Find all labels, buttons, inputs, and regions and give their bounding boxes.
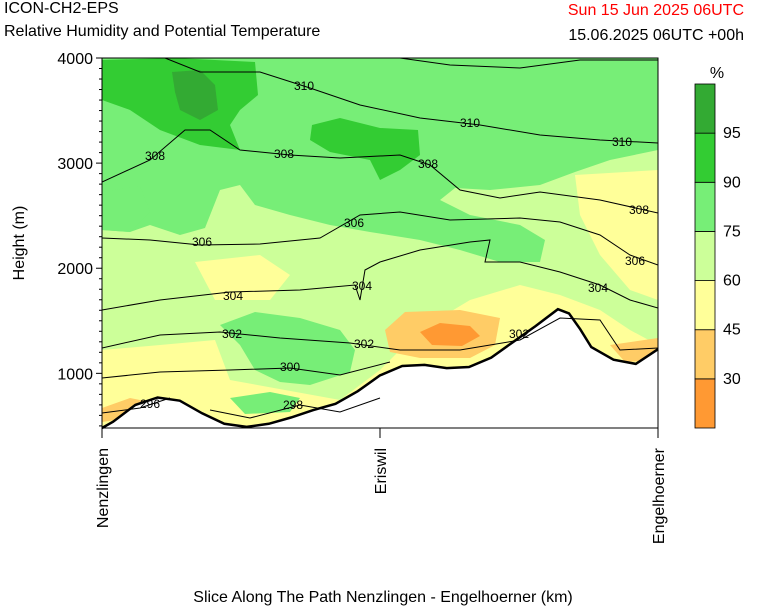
isentrope-label: 304: [588, 281, 608, 295]
isentrope-line: [102, 317, 658, 351]
isentrope-label: 308: [629, 203, 649, 217]
colorbar-label: 60: [723, 273, 741, 290]
colorbar-label: 90: [723, 174, 741, 191]
run-date: Sun 15 Jun 2025 06UTC: [567, 2, 744, 19]
colorbar-swatch: [694, 181, 716, 232]
colorbar-swatch: [694, 378, 716, 429]
y-axis: 1000 2000 3000 4000: [57, 51, 102, 427]
isentrope-label: 302: [509, 327, 529, 341]
humidity-band-75-90: [102, 186, 150, 232]
isentrope-label: 310: [612, 135, 632, 149]
colorbar-label: 45: [723, 322, 741, 339]
isentrope-label: 296: [140, 397, 160, 411]
colorbar-swatch: [694, 329, 716, 380]
colorbar: 30 45 60 75 90 95: [694, 83, 741, 429]
isentrope-label: 310: [294, 79, 314, 93]
terrain-outline: [101, 307, 659, 430]
y-tick-label: 3000: [57, 156, 93, 173]
isentrope-label: 304: [223, 289, 243, 303]
y-tick-label: 2000: [57, 261, 93, 278]
isentrope-line: [164, 58, 658, 144]
isentrope-label: 302: [354, 337, 374, 351]
humidity-band-below-30: [420, 323, 480, 346]
humidity-band-45-60: [195, 255, 290, 300]
isentrope-label: 300: [280, 360, 300, 374]
isentrope-label: 310: [460, 116, 480, 130]
colorbar-swatch: [694, 83, 716, 134]
isentrope-label: 308: [274, 147, 294, 161]
isentrope-label: 306: [625, 254, 645, 268]
humidity-band-45-60: [575, 170, 658, 300]
colorbar-label: 95: [723, 125, 741, 142]
station-label: Eriswil: [373, 448, 390, 494]
humidity-band-75-90: [230, 392, 300, 414]
colorbar-swatch: [694, 231, 716, 281]
model-name: ICON-CH2-EPS: [4, 0, 119, 17]
isentrope-label: 308: [418, 157, 438, 171]
colorbar-label: 75: [723, 223, 741, 240]
colorbar-unit: %: [710, 65, 724, 82]
isentrope-label: 302: [222, 327, 242, 341]
humidity-band-75-90: [220, 312, 355, 385]
colorbar-swatch: [694, 280, 716, 331]
x-axis-label: Slice Along The Path Nenzlingen - Engelh…: [193, 589, 573, 606]
chart-subtitle: Relative Humidity and Potential Temperat…: [4, 23, 321, 40]
isentrope-line: [102, 397, 171, 414]
humidity-band-above-95: [172, 70, 218, 120]
isentrope-label: 298: [283, 398, 303, 412]
colorbar-swatch: [694, 132, 716, 183]
x-axis: Nenzlingen Eriswil Engelhoerner: [95, 428, 668, 544]
isentrope-line: [102, 239, 658, 311]
isentropes: [102, 58, 658, 419]
isentrope-line: [399, 58, 658, 69]
isentrope-line: [102, 361, 391, 379]
y-tick-label: 4000: [57, 51, 93, 68]
station-label: Engelhoerner: [651, 447, 668, 544]
station-label: Nenzlingen: [95, 448, 112, 528]
isentrope-line: [102, 211, 658, 266]
isentrope-label: 304: [352, 279, 372, 293]
y-tick-label: 1000: [57, 366, 93, 383]
isentrope-label: 306: [192, 235, 212, 249]
isentrope-label: 306: [344, 216, 364, 230]
y-axis-label: Height (m): [11, 206, 28, 281]
isentrope-line: [209, 397, 381, 419]
isentrope-labels: 296 298 300 302 302 302 304 304 304 306 …: [140, 79, 649, 412]
colorbar-label: 30: [723, 371, 741, 388]
humidity-band-90-95: [310, 118, 420, 180]
isentrope-line: [102, 129, 658, 214]
isentrope-label: 308: [145, 149, 165, 163]
valid-time: 15.06.2025 06UTC +00h: [568, 27, 744, 44]
